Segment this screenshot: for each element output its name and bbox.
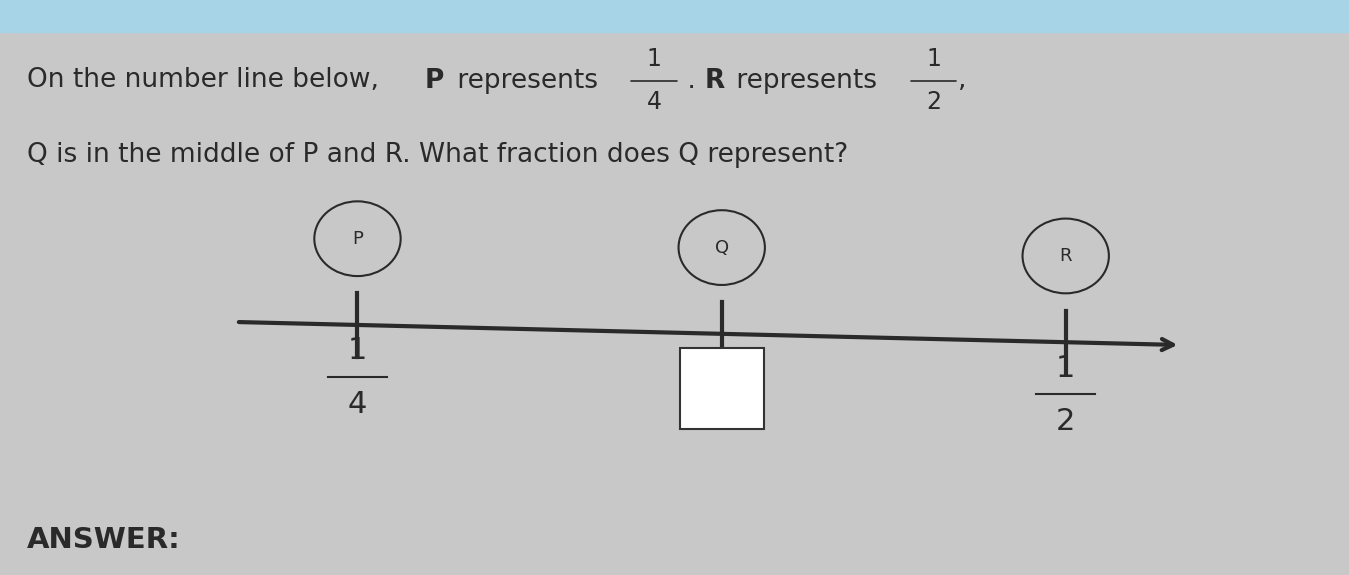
Text: .: . — [679, 67, 704, 94]
Text: 1: 1 — [925, 47, 942, 71]
Text: 4: 4 — [646, 90, 662, 114]
Text: Q: Q — [715, 239, 728, 256]
Ellipse shape — [1023, 218, 1109, 293]
Text: 4: 4 — [348, 390, 367, 419]
Text: ,: , — [958, 67, 966, 94]
Bar — [0, 0, 1349, 32]
Text: 2: 2 — [925, 90, 942, 114]
Bar — [680, 348, 764, 429]
Text: ANSWER:: ANSWER: — [27, 527, 181, 554]
Text: represents: represents — [449, 67, 607, 94]
Text: R: R — [1059, 247, 1072, 265]
Text: Q is in the middle of P and R. What fraction does Q represent?: Q is in the middle of P and R. What frac… — [27, 142, 849, 168]
Text: 1: 1 — [348, 336, 367, 365]
Text: 2: 2 — [1056, 407, 1075, 436]
Text: 1: 1 — [1056, 354, 1075, 382]
Ellipse shape — [679, 210, 765, 285]
Ellipse shape — [314, 201, 401, 276]
Text: represents: represents — [728, 67, 886, 94]
Text: P: P — [352, 229, 363, 248]
Text: On the number line below,: On the number line below, — [27, 67, 387, 94]
Text: P: P — [425, 67, 444, 94]
Text: R: R — [704, 67, 724, 94]
Text: 1: 1 — [646, 47, 662, 71]
